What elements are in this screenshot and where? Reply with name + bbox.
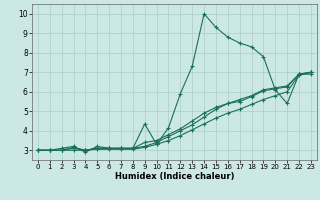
X-axis label: Humidex (Indice chaleur): Humidex (Indice chaleur) [115,172,234,181]
